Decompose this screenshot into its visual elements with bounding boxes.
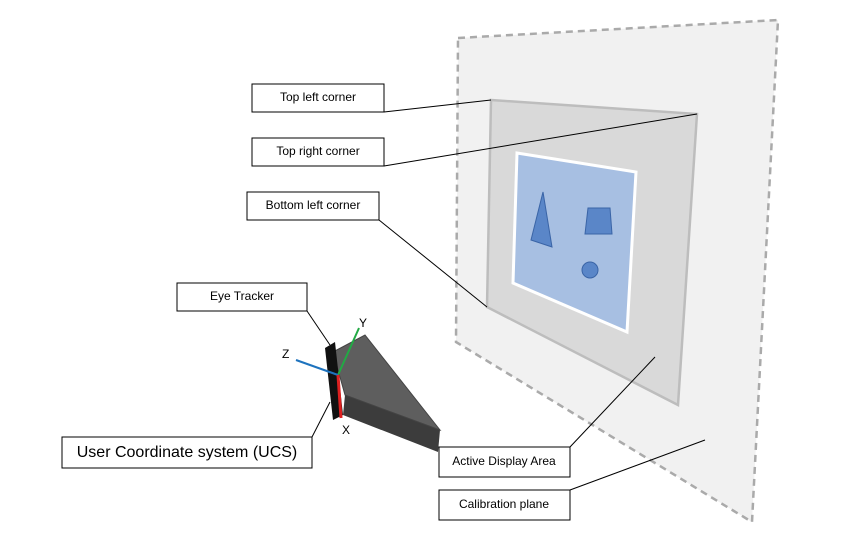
- leader-line: [306, 310, 331, 346]
- leader-line: [311, 401, 331, 438]
- label-box: [246, 191, 380, 221]
- label-box: [176, 282, 308, 312]
- leader-line: [383, 99, 492, 113]
- axis-y: [337, 327, 360, 376]
- tracker-side: [343, 395, 440, 452]
- label: User Coordinate system (UCS): [77, 444, 298, 461]
- label: Top right corner: [276, 144, 359, 158]
- leader-line: [569, 439, 706, 491]
- label: Top left corner: [280, 90, 356, 104]
- triangle-stimulus: [530, 191, 553, 248]
- label: Calibration plane: [459, 497, 549, 511]
- label-box: [61, 436, 313, 469]
- label-box: [251, 83, 385, 113]
- axis-z-label: Z: [282, 347, 289, 361]
- leader-line: [383, 113, 698, 167]
- label-box: [438, 489, 571, 521]
- label: Active Display Area: [452, 454, 556, 468]
- label: Eye Tracker: [210, 289, 274, 303]
- trapezoid-stimulus: [584, 207, 613, 235]
- leader-line: [569, 356, 656, 448]
- label-box: [438, 446, 571, 478]
- leader-line: [378, 219, 488, 308]
- label-box: [251, 137, 385, 167]
- axis-x-label: X: [342, 423, 350, 437]
- axis-z: [295, 359, 339, 376]
- axis-y-label: Y: [359, 316, 367, 330]
- label: Bottom left corner: [266, 198, 361, 212]
- circle-stimulus: [581, 261, 599, 279]
- axis-x: [336, 374, 343, 419]
